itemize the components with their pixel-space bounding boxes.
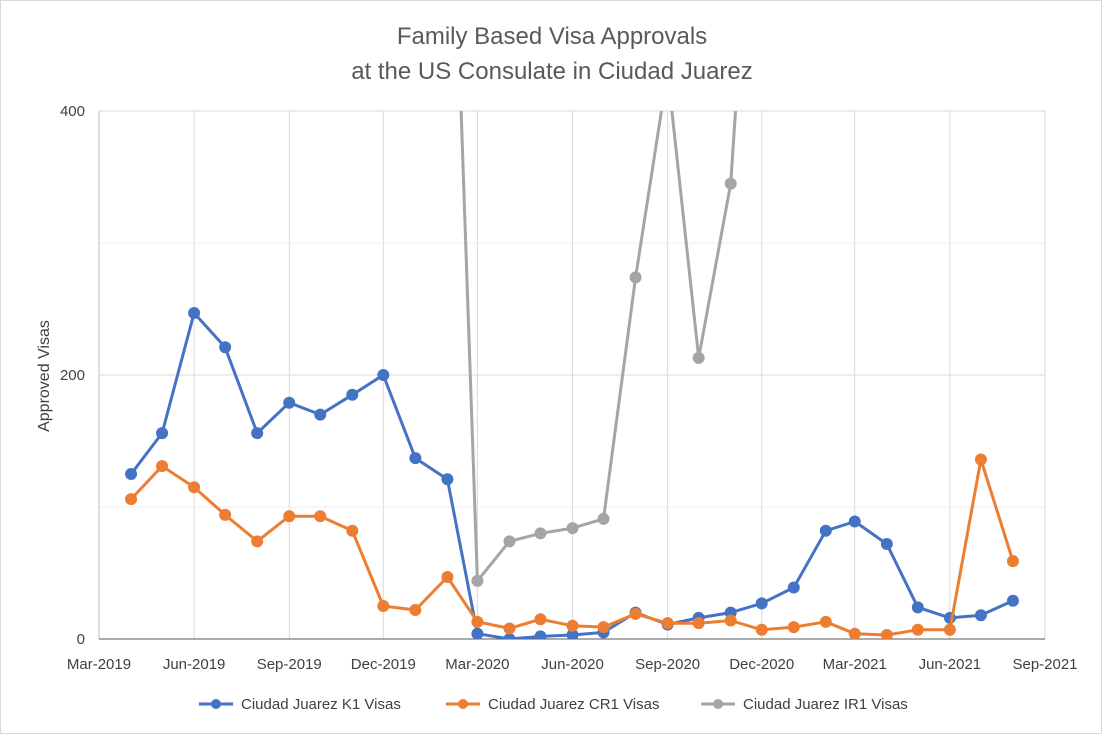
data-point bbox=[819, 524, 832, 537]
legend-label: Ciudad Juarez K1 Visas bbox=[241, 696, 401, 713]
data-point bbox=[880, 537, 893, 550]
data-point bbox=[787, 581, 800, 594]
data-point bbox=[911, 601, 924, 614]
data-point bbox=[283, 396, 296, 409]
data-point bbox=[156, 427, 169, 440]
data-point bbox=[503, 535, 516, 548]
x-tick-label: Mar-2021 bbox=[823, 656, 887, 673]
y-tick-label: 0 bbox=[77, 631, 85, 648]
legend-marker bbox=[211, 699, 221, 709]
series-group bbox=[125, 306, 1019, 639]
data-point bbox=[819, 615, 832, 628]
data-point bbox=[471, 627, 484, 639]
data-point bbox=[566, 522, 579, 535]
data-point bbox=[848, 515, 861, 528]
data-point bbox=[219, 508, 232, 521]
x-tick-label: Dec-2020 bbox=[729, 656, 794, 673]
series-group bbox=[125, 453, 1019, 639]
data-point bbox=[566, 619, 579, 632]
grid-layer bbox=[99, 110, 1046, 639]
data-point bbox=[314, 408, 327, 421]
series-line bbox=[129, 311, 1014, 639]
data-point bbox=[441, 570, 454, 583]
data-point bbox=[724, 177, 737, 190]
data-point bbox=[629, 607, 642, 620]
data-point bbox=[534, 527, 547, 540]
data-point bbox=[156, 460, 169, 473]
y-tick-label: 200 bbox=[60, 367, 85, 384]
legend-marker bbox=[713, 699, 723, 709]
data-point bbox=[503, 633, 516, 639]
data-point bbox=[692, 351, 705, 364]
y-tick-label: 400 bbox=[60, 103, 85, 120]
data-point bbox=[974, 453, 987, 466]
data-point bbox=[314, 510, 327, 523]
data-point bbox=[409, 603, 422, 616]
data-point bbox=[1006, 555, 1019, 568]
data-point bbox=[848, 627, 861, 639]
data-point bbox=[880, 629, 893, 639]
data-point bbox=[377, 369, 390, 381]
data-point bbox=[188, 306, 201, 319]
legend-label: Ciudad Juarez IR1 Visas bbox=[743, 696, 908, 713]
data-point bbox=[188, 481, 201, 494]
data-point bbox=[629, 271, 642, 284]
series-group bbox=[459, 111, 738, 587]
legend: Ciudad Juarez K1 Visas Ciudad Juarez CR1 … bbox=[199, 696, 908, 713]
data-point bbox=[471, 574, 484, 587]
data-point bbox=[755, 623, 768, 636]
data-point bbox=[787, 621, 800, 634]
data-point bbox=[911, 623, 924, 636]
legend-label: Ciudad Juarez CR1 Visas bbox=[488, 696, 659, 713]
data-point bbox=[692, 617, 705, 630]
data-point bbox=[597, 512, 610, 525]
data-point bbox=[974, 609, 987, 622]
data-point bbox=[597, 621, 610, 634]
data-point bbox=[534, 613, 547, 626]
data-point bbox=[219, 341, 232, 354]
axis-layer: Mar-2019 Jun-2019 Sep-2019 Dec-2019 Mar-2020… bbox=[60, 103, 1078, 673]
data-point bbox=[251, 427, 264, 440]
data-point bbox=[125, 468, 138, 480]
data-point bbox=[346, 388, 359, 401]
x-tick-label: Jun-2021 bbox=[919, 656, 982, 673]
chart-title: Family Based Visa Approvals bbox=[397, 23, 707, 50]
y-axis-title: Approved Visas bbox=[36, 320, 53, 432]
data-point bbox=[346, 524, 359, 537]
x-tick-label: Jun-2019 bbox=[163, 656, 226, 673]
x-tick-label: Mar-2019 bbox=[67, 656, 131, 673]
data-point bbox=[441, 473, 454, 486]
data-point bbox=[471, 615, 484, 628]
data-point bbox=[283, 510, 296, 523]
x-tick-label: Sep-2021 bbox=[1012, 656, 1077, 673]
series-line bbox=[130, 458, 1015, 637]
data-point bbox=[943, 623, 956, 636]
data-point bbox=[724, 614, 737, 627]
data-point bbox=[125, 493, 138, 506]
data-point bbox=[1006, 594, 1019, 607]
x-tick-label: Dec-2019 bbox=[351, 656, 416, 673]
data-point bbox=[661, 617, 674, 630]
data-point bbox=[755, 597, 768, 610]
chart-subtitle: at the US Consulate in Ciudad Juarez bbox=[351, 58, 753, 85]
series-line bbox=[459, 111, 738, 583]
x-tick-label: Jun-2020 bbox=[541, 656, 604, 673]
x-tick-label: Sep-2019 bbox=[257, 656, 322, 673]
x-tick-label: Mar-2020 bbox=[445, 656, 509, 673]
data-point bbox=[251, 535, 264, 548]
data-point bbox=[534, 630, 547, 639]
series-layer bbox=[125, 111, 1019, 639]
x-tick-label: Sep-2020 bbox=[635, 656, 700, 673]
data-point bbox=[409, 452, 422, 465]
data-point bbox=[377, 600, 390, 612]
data-point bbox=[503, 622, 516, 635]
legend-marker bbox=[458, 699, 468, 709]
